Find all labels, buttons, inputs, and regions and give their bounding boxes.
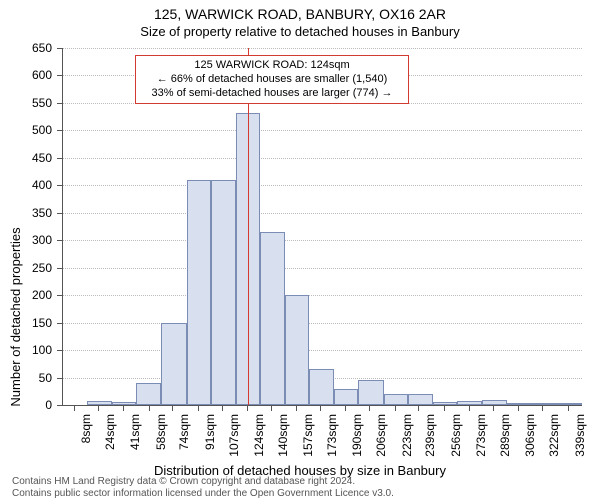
y-tick: [57, 323, 62, 324]
x-tick: [493, 406, 494, 411]
y-tick-label: 400: [0, 178, 52, 192]
histogram-bar: [507, 403, 531, 405]
histogram-bar: [433, 402, 457, 405]
x-tick: [149, 406, 150, 411]
histogram-bar: [112, 402, 136, 405]
x-tick: [518, 406, 519, 411]
y-tick-label: 500: [0, 123, 52, 137]
histogram-bar: [309, 369, 334, 405]
y-tick-label: 50: [0, 371, 52, 385]
y-tick: [57, 103, 62, 104]
y-tick-label: 350: [0, 206, 52, 220]
y-tick-label: 200: [0, 288, 52, 302]
y-tick-label: 0: [0, 398, 52, 412]
y-tick-label: 650: [0, 41, 52, 55]
footer-copyright: Contains HM Land Registry data © Crown c…: [12, 476, 355, 487]
y-tick-label: 100: [0, 343, 52, 357]
histogram-bar: [136, 383, 161, 405]
y-tick: [57, 405, 62, 406]
annotation-line3: 33% of semi-detached houses are larger (…: [142, 87, 402, 101]
histogram-bar: [408, 394, 433, 405]
x-tick: [172, 406, 173, 411]
x-tick-label: 223sqm: [400, 414, 414, 500]
x-tick: [444, 406, 445, 411]
histogram-bar: [557, 403, 582, 405]
y-tick-label: 450: [0, 151, 52, 165]
y-tick: [57, 378, 62, 379]
x-tick-label: 239sqm: [423, 414, 437, 500]
x-tick: [296, 406, 297, 411]
y-tick: [57, 130, 62, 131]
x-tick-label: 306sqm: [523, 414, 537, 500]
x-tick-label: 273sqm: [474, 414, 488, 500]
annotation-line2: ← 66% of detached houses are smaller (1,…: [142, 73, 402, 87]
y-tick-label: 300: [0, 233, 52, 247]
y-tick: [57, 268, 62, 269]
annotation-box: 125 WARWICK ROAD: 124sqm ← 66% of detach…: [135, 55, 409, 104]
x-tick: [123, 406, 124, 411]
y-tick: [57, 240, 62, 241]
histogram-bar: [334, 389, 358, 405]
histogram-bar: [161, 323, 186, 405]
y-tick: [57, 75, 62, 76]
x-tick: [542, 406, 543, 411]
histogram-bar: [285, 295, 309, 405]
y-tick-label: 600: [0, 68, 52, 82]
histogram-bar: [260, 232, 285, 405]
y-tick: [57, 158, 62, 159]
annotation-line1: 125 WARWICK ROAD: 124sqm: [142, 59, 402, 73]
y-tick-label: 250: [0, 261, 52, 275]
histogram-bar: [187, 180, 211, 405]
y-tick: [57, 295, 62, 296]
y-tick-label: 550: [0, 96, 52, 110]
x-tick-label: 339sqm: [573, 414, 587, 500]
histogram-bar: [482, 400, 507, 405]
x-tick: [222, 406, 223, 411]
histogram-bar: [87, 401, 112, 405]
x-tick-label: 289sqm: [498, 414, 512, 500]
y-tick: [57, 48, 62, 49]
histogram-bar: [384, 394, 408, 405]
x-tick: [345, 406, 346, 411]
plot-area: 125 WARWICK ROAD: 124sqm ← 66% of detach…: [62, 48, 582, 406]
histogram-bar: [457, 401, 482, 405]
footer-licence: Contains public sector information licen…: [12, 488, 394, 499]
x-tick: [369, 406, 370, 411]
y-tick-label: 150: [0, 316, 52, 330]
x-tick-label: 322sqm: [547, 414, 561, 500]
x-tick: [469, 406, 470, 411]
chart-title-address: 125, WARWICK ROAD, BANBURY, OX16 2AR: [0, 6, 600, 22]
histogram-bar: [358, 380, 383, 405]
x-tick: [74, 406, 75, 411]
y-tick: [57, 213, 62, 214]
x-tick: [320, 406, 321, 411]
x-tick: [271, 406, 272, 411]
x-tick: [568, 406, 569, 411]
y-tick: [57, 350, 62, 351]
x-tick: [395, 406, 396, 411]
x-tick: [247, 406, 248, 411]
x-tick-label: 256sqm: [449, 414, 463, 500]
y-tick: [57, 185, 62, 186]
x-tick: [418, 406, 419, 411]
histogram-bar: [211, 180, 236, 405]
x-tick: [98, 406, 99, 411]
x-tick: [198, 406, 199, 411]
chart-title-description: Size of property relative to detached ho…: [0, 24, 600, 39]
histogram-bar: [531, 403, 556, 405]
